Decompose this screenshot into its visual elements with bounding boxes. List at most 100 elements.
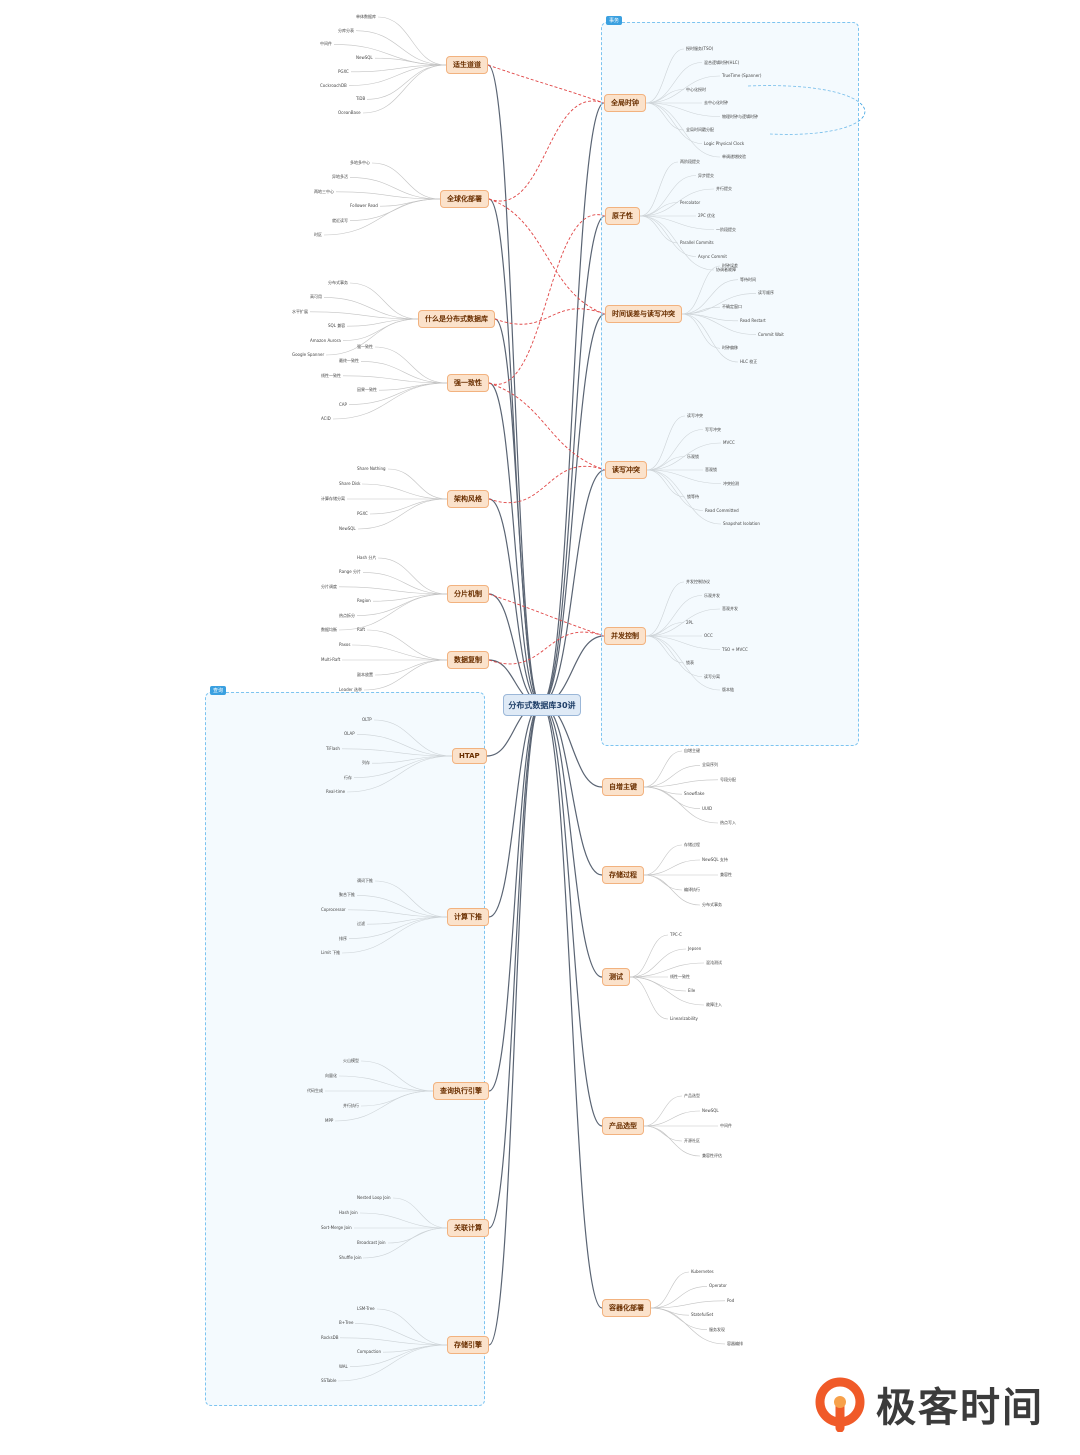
branch-node-l8[interactable]: HTAP (452, 748, 487, 764)
leaf-connector (323, 297, 419, 320)
branch-node-r7[interactable]: 存储过程 (602, 866, 644, 884)
left-leaf-item: 多地多中心 (350, 160, 370, 165)
leaf-connector (347, 909, 448, 918)
leaf-connector (349, 177, 441, 200)
left-leaf-item: Nested Loop Join (357, 1195, 391, 1200)
cross-link (488, 465, 606, 504)
branch-node-r1[interactable]: 全局时钟 (604, 94, 646, 112)
right-group-tag: 事务 (606, 16, 623, 25)
right-leaf-item: 乐观并发 (704, 592, 720, 598)
branch-node-r5[interactable]: 并发控制 (604, 627, 646, 645)
left-leaf-item: OceanBase (338, 110, 361, 115)
right-leaf-item: Logic Physical Clock (704, 140, 745, 146)
leaf-connector (643, 750, 683, 788)
left-leaf-item: 时区 (314, 232, 322, 237)
leaf-connector (681, 279, 739, 315)
right-leaf-item: Elle (688, 988, 696, 993)
branch-node-r2[interactable]: 原子性 (605, 207, 640, 225)
branch-node-r10[interactable]: 容器化部署 (602, 1299, 651, 1317)
branch-connector (540, 313, 606, 705)
left-leaf-item: Hash 分片 (357, 555, 377, 560)
left-leaf-item: OLAP (344, 731, 355, 737)
branch-node-r8[interactable]: 测试 (602, 968, 630, 986)
right-leaf-item: Linearizability (670, 1016, 698, 1021)
leaf-connector (643, 874, 683, 891)
leaf-connector (643, 765, 701, 788)
left-leaf-item: 过滤 (357, 921, 365, 927)
left-leaf-item: Compaction (357, 1349, 381, 1355)
branch-node-r4[interactable]: 读写冲突 (605, 461, 647, 479)
left-leaf-item: 代码生成 (307, 1088, 323, 1093)
leaf-connector (645, 102, 721, 117)
branch-node-l9[interactable]: 计算下推 (447, 908, 489, 926)
branch-node-l2[interactable]: 全球化部署 (440, 190, 489, 208)
branch-node-l3[interactable]: 什么是分布式数据库 (418, 310, 495, 328)
leaf-connector (629, 976, 669, 1020)
right-leaf-item: NewSQL 支持 (702, 857, 728, 862)
leaf-connector (356, 895, 448, 918)
left-leaf-item: 列存 (362, 760, 370, 766)
right-leaf-item: Commit Wait (758, 331, 784, 337)
branch-node-l10[interactable]: 查询执行引擎 (433, 1082, 489, 1100)
branch-connector (540, 703, 603, 788)
leaf-connector (372, 593, 448, 602)
branch-connector (488, 198, 542, 705)
leaf-connector (643, 1125, 701, 1157)
leaf-connector (681, 313, 739, 363)
branch-node-l5[interactable]: 架构风格 (447, 490, 489, 508)
internal-link (747, 85, 866, 135)
branch-connector (488, 382, 542, 705)
right-leaf-item: 冲突检测 (723, 480, 739, 486)
branch-node-r6[interactable]: 自增主键 (602, 778, 644, 796)
leaf-connector (387, 468, 448, 500)
left-leaf-item: 强一致性 (357, 344, 373, 349)
left-leaf-item: 高可用 (310, 294, 322, 300)
right-leaf-item: 兼容性 (720, 872, 732, 877)
leaf-connector (639, 215, 679, 244)
leaf-connector (681, 313, 757, 335)
branch-node-l7[interactable]: 数据复制 (447, 651, 489, 669)
right-leaf-item: 协调者故障 (716, 267, 736, 272)
branch-node-l1[interactable]: 适生道道 (446, 56, 488, 74)
branch-node-l6[interactable]: 分片机制 (447, 585, 489, 603)
branch-connector (540, 102, 605, 705)
left-leaf-item: PGXC (357, 511, 368, 516)
leaf-connector (650, 1300, 726, 1309)
leaf-connector (646, 469, 686, 498)
root-node[interactable]: 分布式数据库30讲 (503, 694, 581, 716)
leaf-connector (363, 659, 448, 691)
leaf-connector (354, 1323, 448, 1346)
leaf-connector (645, 89, 685, 104)
left-leaf-item: Limit 下推 (321, 950, 341, 955)
branch-node-l4[interactable]: 强一致性 (447, 374, 489, 392)
right-leaf-item: 全局序列 (702, 762, 718, 768)
leaf-connector (325, 318, 419, 356)
leaf-connector (342, 375, 448, 384)
leaf-connector (342, 318, 419, 341)
leaf-connector (650, 1307, 726, 1345)
left-leaf-item: 聚合下推 (339, 892, 355, 898)
leaf-connector (373, 719, 453, 757)
left-leaf-item: Follower Read (350, 203, 378, 209)
branch-node-r3[interactable]: 时间误差与读写冲突 (605, 305, 682, 323)
branch-node-l11[interactable]: 关联计算 (447, 1219, 489, 1237)
right-leaf-item: OCC (704, 633, 713, 638)
left-leaf-item: 异地多活 (332, 174, 348, 180)
leaf-connector (351, 644, 448, 661)
right-leaf-item: 全局时间戳分配 (686, 127, 714, 132)
left-leaf-item: Region (357, 598, 371, 604)
leaf-connector (645, 102, 721, 158)
leaf-connector (362, 1227, 448, 1259)
branch-connector (540, 703, 603, 978)
left-leaf-item: 排序 (339, 935, 347, 941)
branch-node-r9[interactable]: 产品选型 (602, 1117, 644, 1135)
left-leaf-item: Shuffle Join (339, 1255, 362, 1260)
left-leaf-item: Coprocessor (321, 906, 346, 912)
branch-connector (540, 215, 606, 705)
leaf-connector (643, 1125, 683, 1142)
left-leaf-item: B+Tree (339, 1320, 354, 1326)
leaf-connector (338, 593, 448, 631)
branch-node-l12[interactable]: 存储引擎 (447, 1336, 489, 1354)
right-leaf-item: Snowflake (684, 791, 705, 797)
left-leaf-item: 数据均衡 (321, 627, 337, 632)
